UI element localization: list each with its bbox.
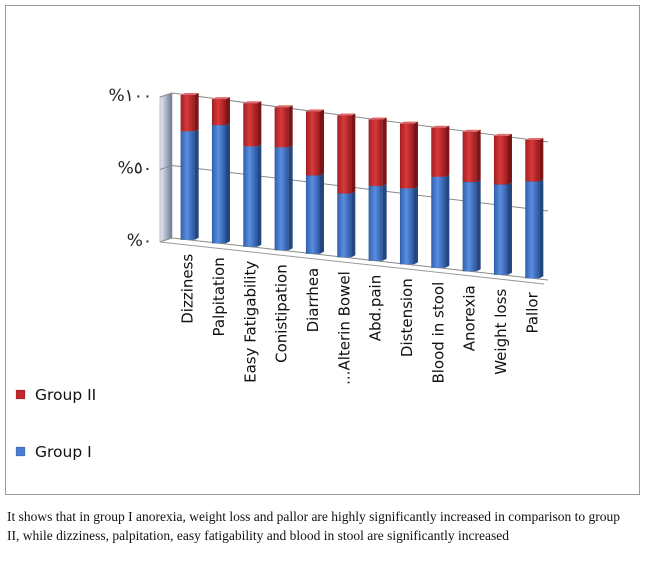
bar-segment-group-i (431, 176, 446, 268)
bar-segment-group-i (337, 193, 352, 258)
stacked-bar-chart: %١٠٠ %٥٠ %٠ Dizziness Palpitation Easy Fatig… (15, 86, 549, 461)
bar-top (180, 93, 199, 96)
x-tick-label: Easy Fatigability (241, 261, 259, 383)
bar-side (382, 117, 387, 186)
gridline-wall (159, 92, 173, 98)
x-tick-label: Distension (398, 278, 416, 357)
x-tick-label: ...Alterin Bowel (335, 271, 353, 385)
bar-segment-group-i (180, 130, 195, 240)
bar-top (306, 109, 324, 112)
bar-top (368, 117, 387, 120)
bar-segment-group-ii (493, 135, 509, 185)
bar-side (539, 137, 544, 182)
x-tick-label: Dizziness (179, 254, 197, 324)
bar-side (288, 145, 293, 251)
bar-top (337, 113, 356, 116)
bar-top (400, 121, 418, 124)
bar-top (525, 137, 544, 140)
bar-side (320, 173, 324, 254)
bar-segment-group-i (368, 185, 383, 261)
bar-segment-group-i (399, 188, 415, 265)
x-tick-label: Palpitation (210, 257, 228, 336)
bar-top (462, 129, 481, 132)
bar-side (288, 105, 293, 148)
bar-segment-group-ii (211, 98, 227, 126)
bar-segment-group-i (243, 146, 258, 247)
x-tick-label: Abd.pain (367, 275, 385, 341)
floor-edge (159, 241, 545, 285)
gridline (171, 165, 549, 212)
bar-side (320, 109, 324, 176)
bar-segment-group-ii (399, 123, 415, 189)
bar-top (494, 133, 512, 136)
bar-side (351, 113, 356, 194)
bar-segment-group-ii (431, 127, 446, 177)
legend-swatch (15, 446, 26, 457)
legend-label: Group I (35, 443, 92, 461)
bar-segment-group-ii (462, 131, 477, 183)
bar-segment-group-i (211, 124, 227, 244)
bar-side (257, 101, 262, 147)
bar-side (508, 133, 512, 185)
y-tick-label: %٥٠ (118, 159, 152, 179)
bar-top (274, 105, 293, 108)
x-tick-label: Weight loss (492, 289, 510, 375)
bar-segment-group-i (462, 181, 477, 272)
bar-segment-group-ii (337, 115, 352, 194)
bar-segment-group-ii (525, 139, 540, 182)
bar-top (212, 97, 230, 100)
x-tick-label: Diarrhea (304, 268, 322, 333)
bar-side (226, 97, 230, 126)
gridline-wall (159, 165, 173, 170)
legend-label: Group II (35, 386, 96, 404)
gridline (171, 237, 549, 281)
y-tick-label: %١٠٠ (108, 86, 152, 106)
bar-segment-group-ii (305, 111, 321, 176)
x-tick-label: Anorexia (461, 285, 479, 351)
bar-side (445, 125, 450, 177)
bar-side (194, 129, 199, 240)
gridline (171, 92, 549, 143)
bar-side (414, 186, 418, 265)
x-tick-label: Pallor (523, 291, 541, 333)
bar-segment-group-i (305, 175, 321, 255)
bar-side (194, 93, 199, 132)
bar-segment-group-i (493, 184, 509, 275)
bar-side (539, 179, 544, 279)
bar-side (257, 144, 262, 247)
gridline-wall (159, 237, 173, 243)
bar-side (226, 123, 230, 244)
y-tick-label: %٠ (127, 231, 152, 251)
bar-segment-group-ii (180, 94, 195, 132)
x-tick-label: Blood in stool (429, 282, 447, 384)
bar-segment-group-ii (243, 102, 258, 147)
bar-segment-group-ii (368, 119, 383, 187)
bar-side (476, 129, 481, 182)
bar-side (445, 174, 450, 268)
bar-side (382, 183, 387, 261)
bar-top (431, 125, 450, 128)
bar-side (508, 182, 512, 275)
bar-segment-group-i (525, 181, 540, 279)
x-tick-label: Conistipation (273, 264, 291, 363)
bar-side (351, 191, 356, 258)
bar-side (476, 179, 481, 272)
bar-segment-group-ii (274, 107, 289, 148)
bar-side (414, 121, 418, 189)
legend-swatch (15, 389, 26, 400)
bar-segment-group-i (274, 147, 289, 251)
chart-frame (5, 5, 640, 495)
bar-top (243, 101, 262, 104)
figure-caption: It shows that in group I anorexia, weigh… (7, 509, 620, 543)
